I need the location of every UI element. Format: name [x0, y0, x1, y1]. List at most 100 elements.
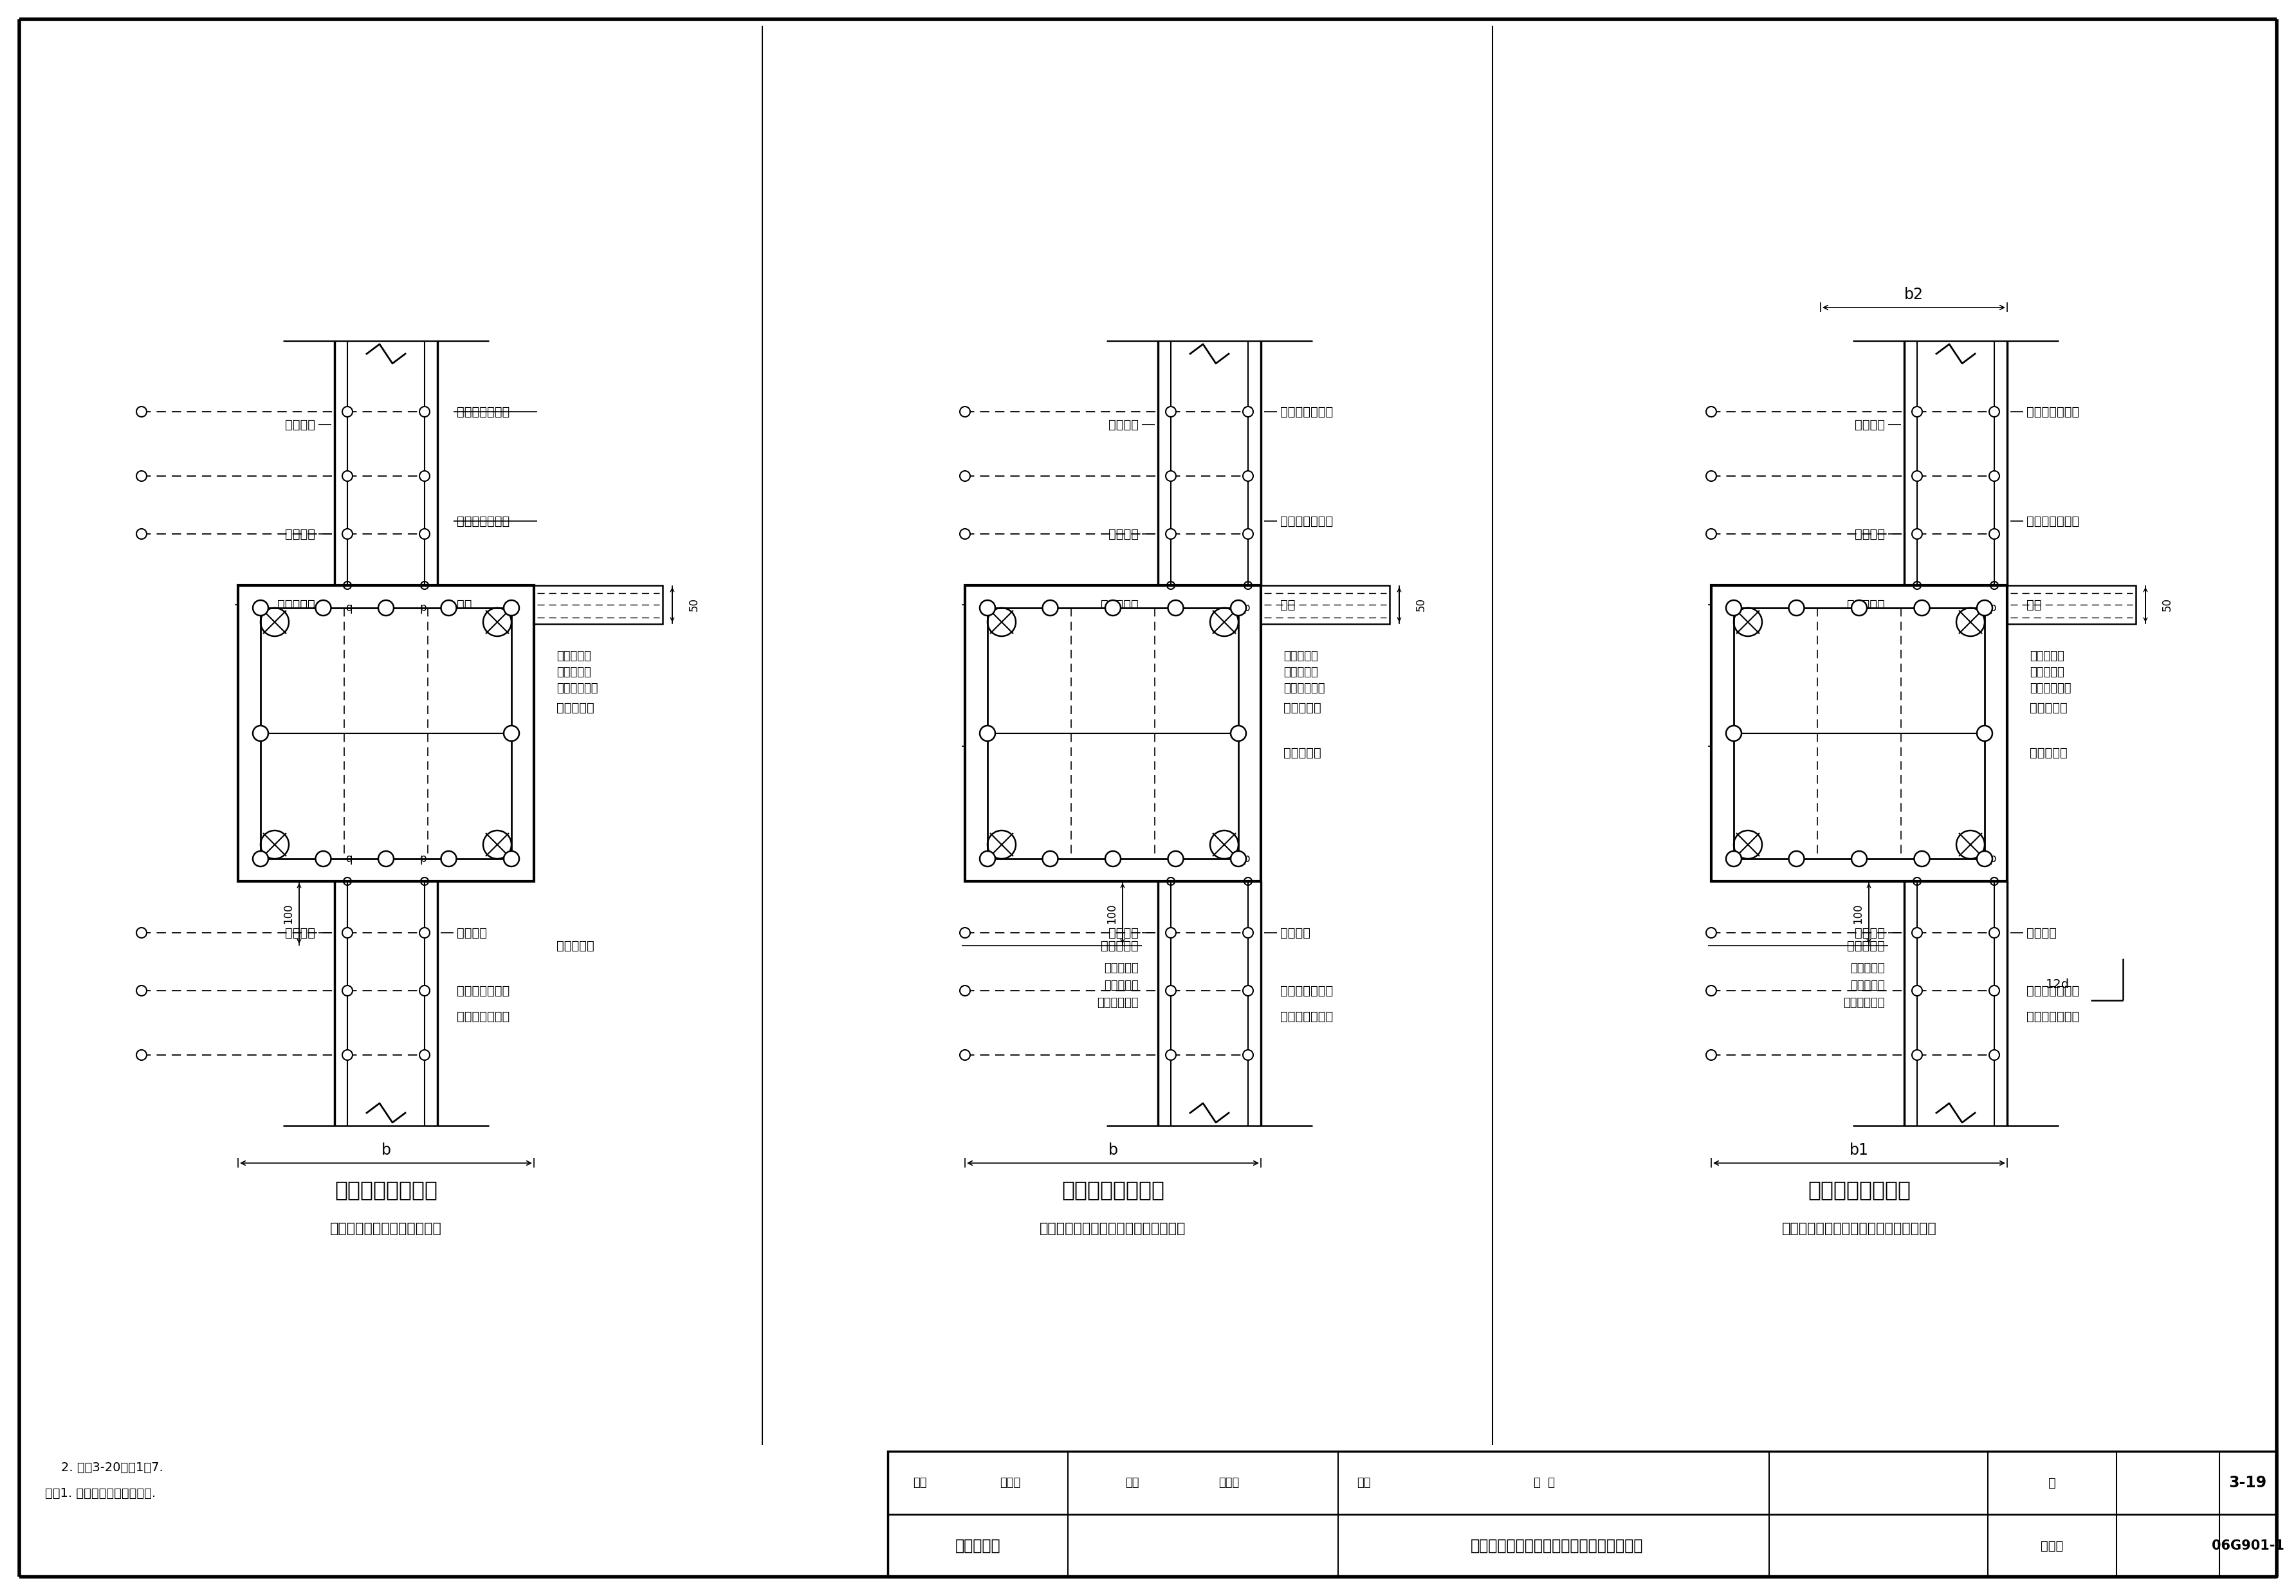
Text: 墙身拉筋: 墙身拉筋 [1855, 418, 1885, 431]
Text: q: q [1915, 852, 1922, 865]
Bar [1261, 586, 1389, 624]
Circle shape [342, 985, 354, 996]
Text: 边框梁箍筋: 边框梁箍筋 [1846, 940, 1885, 951]
Circle shape [342, 927, 354, 938]
Text: (1.5la): (1.5la) [1844, 696, 1883, 707]
Text: 1.5laE: 1.5laE [1846, 683, 1883, 694]
Circle shape [1166, 927, 1176, 938]
Text: 墙身拉筋: 墙身拉筋 [1109, 927, 1139, 938]
Text: 墙身截面未变化，边框梁居中: 墙身截面未变化，边框梁居中 [331, 1223, 441, 1235]
Bar [964, 586, 1261, 881]
Text: 边框梁箍筋: 边框梁箍筋 [556, 940, 595, 951]
Circle shape [1166, 471, 1176, 480]
Text: 墙身拉筋: 墙身拉筋 [2027, 927, 2057, 938]
Circle shape [315, 851, 331, 867]
Text: 2. 见第3-20页注1～7.: 2. 见第3-20页注1～7. [46, 1462, 163, 1473]
Text: q: q [344, 852, 351, 865]
Text: 梁侧面纵筋: 梁侧面纵筋 [1100, 675, 1139, 688]
Circle shape [1242, 985, 1254, 996]
Text: 边框梁纵筋: 边框梁纵筋 [278, 598, 315, 611]
Text: p: p [1991, 602, 1998, 614]
Text: 50: 50 [1414, 598, 1426, 611]
Text: 边框梁纵筋: 边框梁纵筋 [1846, 598, 1885, 611]
Text: p: p [1244, 602, 1249, 614]
Text: 墙身水平分布筋: 墙身水平分布筋 [457, 405, 510, 418]
Text: 梁侧面纵筋: 梁侧面纵筋 [1283, 702, 1320, 713]
Circle shape [1169, 851, 1182, 867]
Text: 楼层边框梁（二）: 楼层边框梁（二） [1061, 1179, 1164, 1200]
Text: 墙身拉筋: 墙身拉筋 [285, 418, 315, 431]
Circle shape [1988, 927, 2000, 938]
Text: 墙身拉筋: 墙身拉筋 [1281, 927, 1311, 938]
Text: 楼层边框梁（三）: 楼层边框梁（三） [1807, 1179, 1910, 1200]
Text: 与墙竖向钢: 与墙竖向钢 [1104, 980, 1139, 991]
Circle shape [1977, 600, 1993, 616]
Circle shape [960, 528, 971, 539]
Text: （利用墙身水: （利用墙身水 [1283, 683, 1325, 694]
Text: （利用墙身水: （利用墙身水 [2030, 683, 2071, 694]
Text: b: b [1109, 1143, 1118, 1159]
Text: p: p [420, 852, 427, 865]
Circle shape [342, 471, 354, 480]
Text: 墙身拉筋: 墙身拉筋 [457, 927, 487, 938]
Circle shape [980, 726, 994, 741]
Circle shape [1242, 407, 1254, 417]
Text: 筋外皮平齐）: 筋外皮平齐） [1097, 997, 1139, 1009]
Circle shape [135, 471, 147, 480]
Text: 平分布筋或: 平分布筋或 [1283, 667, 1318, 678]
Circle shape [1977, 851, 1993, 867]
Text: 边框梁纵筋: 边框梁纵筋 [278, 766, 315, 779]
Circle shape [420, 1050, 429, 1060]
Text: 楼板: 楼板 [457, 598, 473, 611]
Circle shape [342, 407, 354, 417]
Circle shape [1231, 726, 1247, 741]
Text: q: q [1169, 602, 1176, 614]
Circle shape [420, 528, 429, 539]
Text: 边框梁截面高度: 边框梁截面高度 [271, 710, 282, 757]
Bar [239, 586, 535, 881]
Text: q: q [344, 602, 351, 614]
Text: 墙身拉筋: 墙身拉筋 [285, 927, 315, 938]
Text: 墙身拉筋: 墙身拉筋 [285, 528, 315, 539]
Circle shape [1988, 528, 2000, 539]
Circle shape [1706, 471, 1717, 480]
Circle shape [1104, 600, 1120, 616]
Text: 页: 页 [2048, 1476, 2055, 1489]
Text: 100: 100 [282, 903, 294, 924]
Text: 单独设置）: 单独设置） [1851, 624, 1885, 637]
Text: 06G901-1: 06G901-1 [2211, 1540, 2285, 1553]
Text: 张月明: 张月明 [1219, 1476, 1240, 1489]
Text: 墙身竖向分布筋: 墙身竖向分布筋 [2027, 516, 2080, 527]
Text: 墙身竖向分布筋: 墙身竖向分布筋 [2027, 985, 2080, 997]
Text: 墙身竖向分布筋: 墙身竖向分布筋 [1281, 516, 1334, 527]
Circle shape [960, 471, 971, 480]
Circle shape [1242, 528, 1254, 539]
Text: （箍筋外皮: （箍筋外皮 [1104, 962, 1139, 974]
Text: b1: b1 [1851, 1143, 1869, 1159]
Text: 100: 100 [1107, 903, 1118, 924]
Text: 连续穿过边框梁: 连续穿过边框梁 [457, 1010, 510, 1023]
Text: 连续穿过边框梁: 连续穿过边框梁 [2027, 1010, 2080, 1023]
Text: 边框梁拉筋: 边框梁拉筋 [1100, 741, 1139, 752]
Text: b: b [381, 1143, 390, 1159]
Text: 设计: 设计 [1357, 1476, 1371, 1489]
Text: 楼层边框梁（一）: 楼层边框梁（一） [335, 1179, 439, 1200]
Text: 墙身竖向分布筋: 墙身竖向分布筋 [457, 516, 510, 527]
Text: 梁侧面纵筋: 梁侧面纵筋 [1846, 675, 1885, 688]
Text: 边框梁拉筋: 边框梁拉筋 [1846, 741, 1885, 752]
Circle shape [135, 1050, 147, 1060]
Circle shape [1727, 851, 1740, 867]
Text: 筋外皮平齐）: 筋外皮平齐） [1844, 997, 1885, 1009]
Circle shape [1706, 985, 1717, 996]
Circle shape [980, 851, 994, 867]
Circle shape [1789, 851, 1805, 867]
Text: 注：1. 括号内尺寸用于非抗震.: 注：1. 括号内尺寸用于非抗震. [46, 1487, 156, 1499]
Text: 平分布筋或: 平分布筋或 [2030, 667, 2064, 678]
Circle shape [1231, 600, 1247, 616]
Circle shape [1913, 927, 1922, 938]
Text: 墙身拉筋: 墙身拉筋 [1109, 418, 1139, 431]
Bar [259, 608, 512, 859]
Text: 单独设置）: 单独设置） [1104, 624, 1139, 637]
Circle shape [1166, 1050, 1176, 1060]
Text: 墙身拉筋: 墙身拉筋 [1855, 528, 1885, 539]
